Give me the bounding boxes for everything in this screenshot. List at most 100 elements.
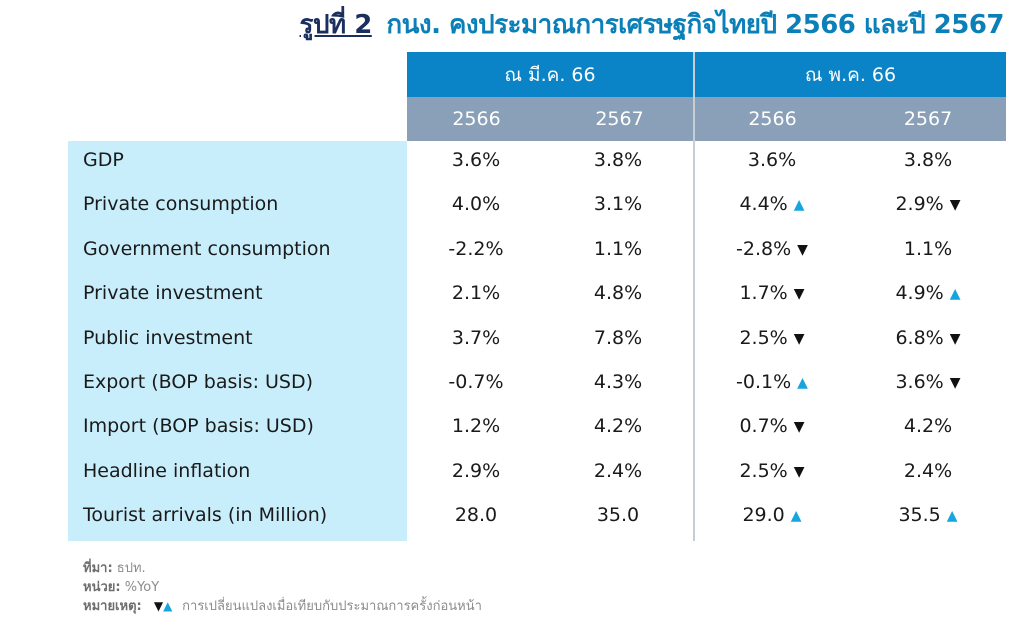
cell-value: 4.8% (593, 282, 643, 304)
cell-value: 1.2% (451, 415, 501, 437)
cell-value: 2.4% (903, 460, 953, 482)
cell-value: 3.1% (593, 193, 643, 215)
table-cell: 4.4% ▲ (739, 193, 804, 215)
cell-value: 2.5% (739, 460, 788, 482)
cell-value: -0.1% (736, 371, 792, 393)
table-cell: 2.5% ▼ (739, 460, 804, 482)
source-note: ที่มา: ธปท. (83, 559, 482, 578)
cell-value: 6.8% (895, 327, 944, 349)
table-cell: 2.4% (904, 460, 952, 482)
cell-value: -2.2% (448, 238, 504, 260)
cell-value: -0.7% (448, 371, 504, 393)
cell-value: 3.6% (895, 371, 944, 393)
cell-value: 29.0 (742, 504, 785, 526)
arrow-up-icon: ▲ (790, 508, 802, 524)
remark-note: หมายเหตุ: ▼▲ การเปลี่ยนแปลงเมื่อเทียบกับ… (83, 597, 482, 616)
table-cell: 3.6% (452, 149, 500, 171)
table-cell: 1.1% (904, 238, 952, 260)
row-label: Tourist arrivals (in Million) (83, 504, 328, 526)
table-cell: 6.8% ▼ (895, 327, 960, 349)
year-header: 2567 (850, 97, 1006, 141)
arrow-down-icon: ▼ (949, 331, 961, 347)
table-cell: 28.0 (455, 504, 497, 526)
cell-value: 2.9% (895, 193, 944, 215)
year-header: 2566 (695, 97, 850, 141)
cell-value: 3.8% (903, 149, 953, 171)
cell-value: 4.2% (903, 415, 953, 437)
arrow-down-icon: ▼ (793, 419, 805, 435)
arrow-down-icon: ▼ (949, 375, 961, 391)
cell-value: -2.8% (736, 238, 792, 260)
cell-value: 4.4% (739, 193, 788, 215)
cell-value: 3.6% (451, 149, 501, 171)
arrow-down-icon: ▼ (153, 599, 164, 613)
row-label: Government consumption (83, 238, 331, 260)
cell-value: 3.8% (593, 149, 643, 171)
table-cell: 2.4% (594, 460, 642, 482)
arrow-up-icon: ▲ (949, 286, 961, 302)
table-cell: 3.1% (594, 193, 642, 215)
table-cell: 2.9% (452, 460, 500, 482)
unit-value: %YoY (124, 580, 160, 595)
table-cell: 4.2% (904, 415, 952, 437)
row-label: Export (BOP basis: USD) (83, 371, 314, 393)
table-cell: -0.1% ▲ (736, 371, 808, 393)
cell-value: 1.1% (903, 238, 953, 260)
arrow-down-icon: ▼ (793, 331, 805, 347)
table-cell: 3.8% (594, 149, 642, 171)
arrow-down-icon: ▼ (797, 242, 808, 258)
cell-value: 1.1% (593, 238, 643, 260)
table-cell: 7.8% (594, 327, 642, 349)
arrow-up-icon: ▲ (163, 599, 173, 613)
column-group-header: ณ มี.ค. 66 (407, 52, 693, 97)
table-cell: 29.0 ▲ (742, 504, 801, 526)
cell-value: 28.0 (454, 504, 498, 526)
table-cell: 0.7% ▼ (739, 415, 804, 437)
cell-value: 4.9% (895, 282, 944, 304)
table-cell: 35.0 (597, 504, 639, 526)
table-cell: 1.2% (452, 415, 500, 437)
table-cell: 3.8% (904, 149, 952, 171)
row-label: Import (BOP basis: USD) (83, 415, 314, 437)
arrow-down-icon: ▼ (793, 464, 805, 480)
arrow-up-icon: ▲ (793, 197, 805, 213)
year-header: 2566 (407, 97, 546, 141)
table-cell: 1.1% (594, 238, 642, 260)
table-cell: 4.0% (452, 193, 500, 215)
cell-value: 1.7% (739, 282, 788, 304)
cell-value: 7.8% (593, 327, 643, 349)
cell-value: 2.5% (739, 327, 788, 349)
table-cell: -2.8% ▼ (736, 238, 808, 260)
column-group-header: ณ พ.ค. 66 (695, 52, 1006, 97)
table-cell: 2.5% ▼ (739, 327, 804, 349)
table-cell: -0.7% (448, 371, 503, 393)
cell-value: 4.2% (593, 415, 643, 437)
arrow-down-icon: ▼ (793, 286, 805, 302)
cell-value: 4.3% (593, 371, 643, 393)
table-cell: 3.7% (452, 327, 500, 349)
cell-value: 35.5 (898, 504, 941, 526)
remark-arrows: ▼▲ (154, 599, 176, 613)
row-label: Public investment (83, 327, 253, 349)
cell-value: 4.0% (451, 193, 501, 215)
arrow-up-icon: ▲ (797, 375, 808, 391)
row-label: Private consumption (83, 193, 279, 215)
row-label: Headline inflation (83, 460, 251, 482)
figure-number: รูปที่ 2 (299, 10, 373, 40)
table-cell: 4.3% (594, 371, 642, 393)
cell-value: 0.7% (739, 415, 788, 437)
unit-label: หน่วย: (83, 580, 121, 595)
table-cell: -2.2% (448, 238, 503, 260)
source-label: ที่มา: (83, 561, 113, 576)
cell-value: 35.0 (596, 504, 640, 526)
table-cell: 1.7% ▼ (739, 282, 804, 304)
arrow-up-icon: ▲ (946, 508, 958, 524)
cell-value: 3.6% (747, 149, 797, 171)
year-header: 2567 (546, 97, 693, 141)
row-label: Private investment (83, 282, 263, 304)
cell-value: 3.7% (451, 327, 501, 349)
cell-value: 2.1% (451, 282, 501, 304)
table-cell: 4.2% (594, 415, 642, 437)
unit-note: หน่วย: %YoY (83, 578, 482, 597)
table-cell: 2.9% ▼ (895, 193, 960, 215)
